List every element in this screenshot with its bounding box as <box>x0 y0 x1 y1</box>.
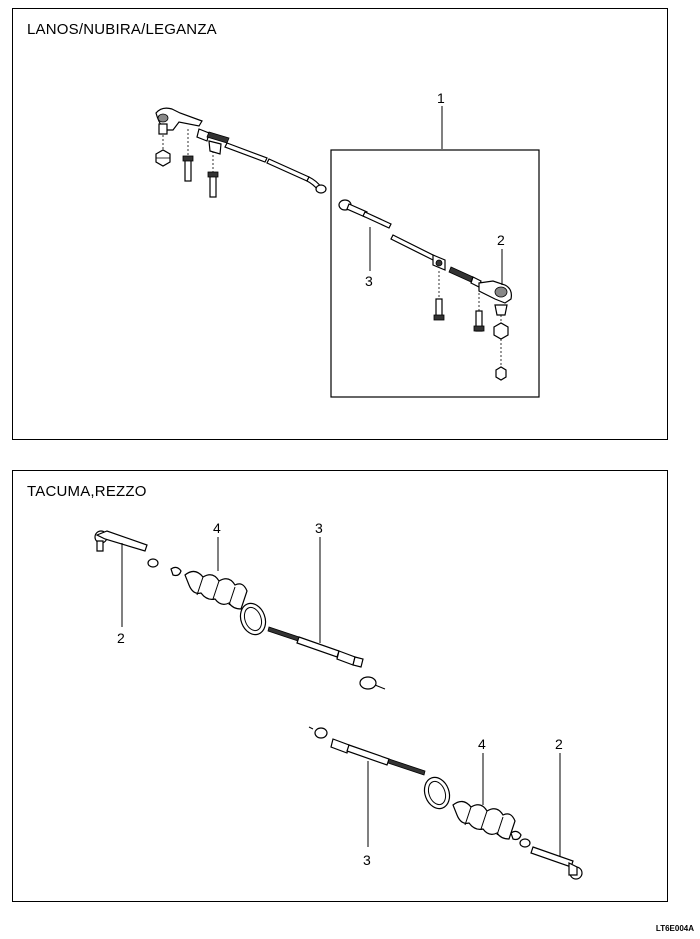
inner-tie-rod-icon <box>224 142 327 194</box>
clamp-icon <box>239 602 267 636</box>
nut-icon <box>155 149 171 167</box>
panel-tacuma-rezzo: TACUMA,REZZO <box>12 470 668 902</box>
left-tie-rod-assembly <box>155 107 327 198</box>
callout-4: 4 <box>478 736 486 752</box>
clamp-icon <box>170 566 182 577</box>
panel-title: TACUMA,REZZO <box>27 483 147 500</box>
tie-rod-end-icon <box>155 107 203 135</box>
callout-2: 2 <box>497 232 505 248</box>
bolt-icon <box>207 147 219 198</box>
upper-rack-assembly <box>94 530 386 690</box>
callout-1: 1 <box>437 90 445 106</box>
tie-rod-end-icon <box>94 530 148 552</box>
tie-rod-assembly-illustration: 1 <box>155 90 540 398</box>
panel-title: LANOS/NUBIRA/LEGANZA <box>27 21 217 38</box>
bolt-icon <box>433 298 445 321</box>
clamp-icon <box>423 776 451 810</box>
nut-icon <box>493 322 509 340</box>
boot-icon <box>452 800 516 840</box>
nut-icon <box>308 726 328 739</box>
assembly-inset-box <box>330 149 540 398</box>
callout-2: 2 <box>555 736 563 752</box>
nut-icon <box>495 366 507 381</box>
figure-reference-code: LT6E004A <box>655 924 694 933</box>
inner-tie-rod-icon <box>330 738 426 776</box>
bolt-icon <box>182 129 194 182</box>
inset-tie-rod-assembly <box>338 199 512 381</box>
adjusting-sleeve-icon <box>196 128 230 144</box>
callout-4: 4 <box>213 520 221 536</box>
clamp-icon <box>510 830 522 841</box>
callout-3: 3 <box>363 852 371 868</box>
boot-icon <box>184 570 248 610</box>
lower-rack-assembly <box>308 726 583 880</box>
rack-and-boot-illustration: 4 3 2 4 2 3 <box>94 520 583 880</box>
callout-3: 3 <box>365 273 373 289</box>
tie-rod-end-icon <box>478 280 512 316</box>
nut-icon <box>147 558 159 568</box>
panel-lanos-nubira-leganza: LANOS/NUBIRA/LEGANZA <box>12 8 668 440</box>
inner-tie-rod-icon <box>267 626 386 690</box>
callout-3: 3 <box>315 520 323 536</box>
callout-2: 2 <box>117 630 125 646</box>
bolt-icon <box>473 310 485 332</box>
nut-icon <box>519 838 531 848</box>
tie-rod-end-icon <box>530 846 583 880</box>
